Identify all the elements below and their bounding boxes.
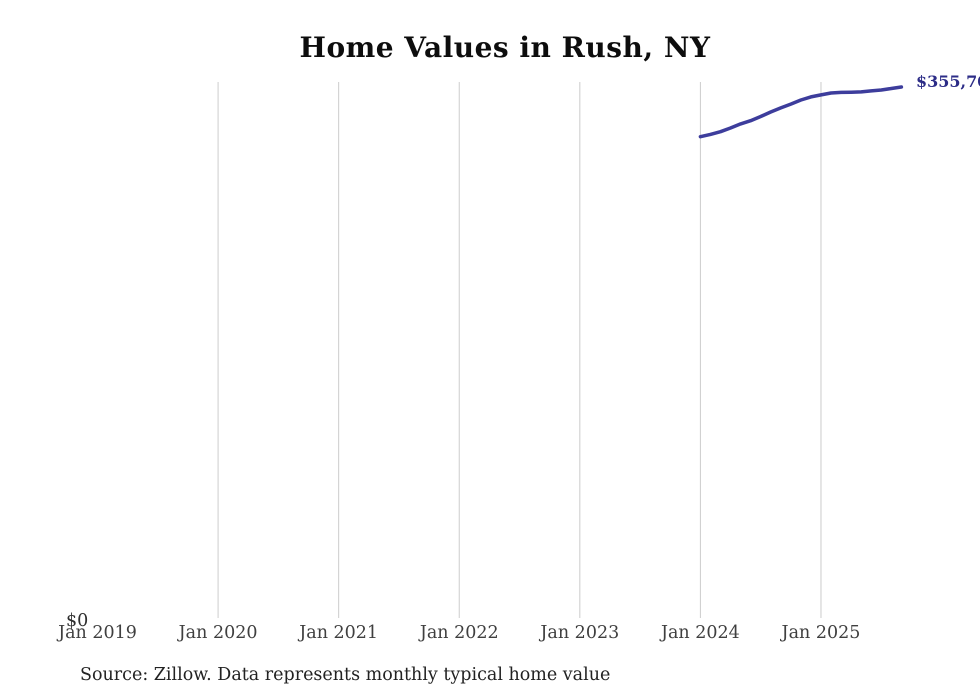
x-axis-tick-label: Jan 2023 <box>540 623 620 643</box>
home-value-line <box>698 85 904 139</box>
x-axis-tick-label: Jan 2021 <box>299 623 379 643</box>
x-axis-tick-label: Jan 2019 <box>58 623 137 643</box>
x-axis-tick-label: Jan 2024 <box>660 623 740 643</box>
y-axis-zero-label: $0 <box>66 611 89 631</box>
x-axis-tick-label: Jan 2022 <box>419 623 499 643</box>
x-axis-tick-label: Jan 2020 <box>178 623 258 643</box>
source-note: Source: Zillow. Data represents monthly … <box>80 665 611 685</box>
x-axis-tick-label: Jan 2025 <box>781 623 861 643</box>
latest-value-label: $355,700 <box>916 72 980 91</box>
chart-title: Home Values in Rush, NY <box>299 31 711 64</box>
